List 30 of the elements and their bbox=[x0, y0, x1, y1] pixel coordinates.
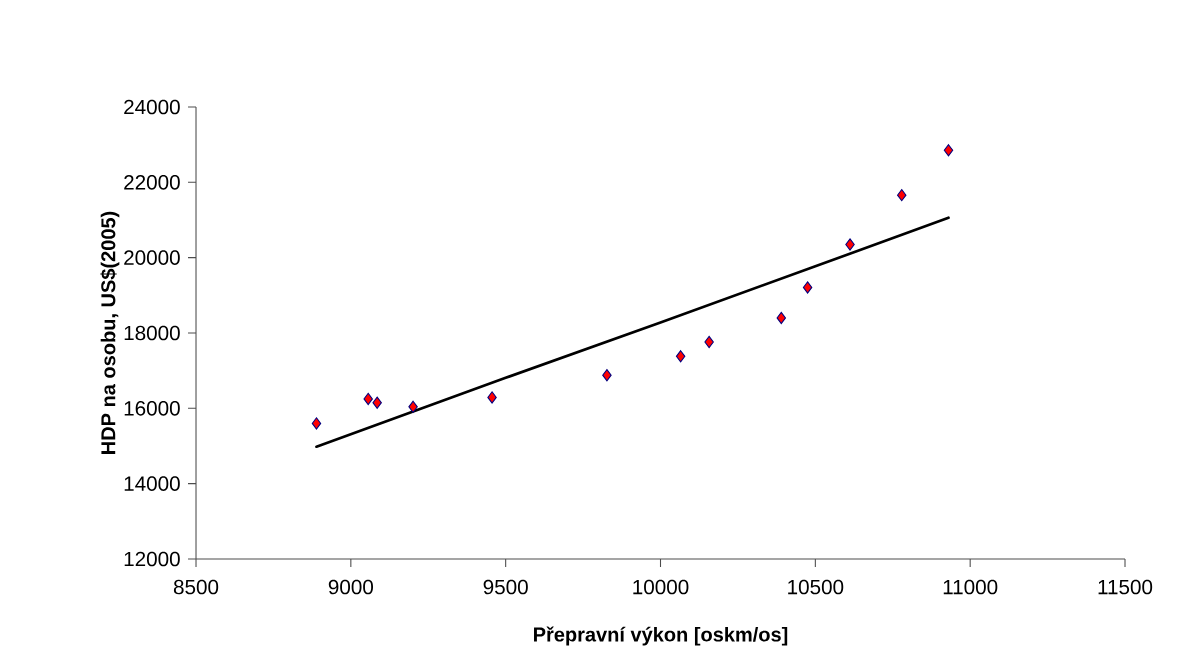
point bbox=[943, 144, 954, 157]
point bbox=[897, 188, 907, 202]
point bbox=[311, 417, 322, 430]
y-tick-label: 14000 bbox=[124, 476, 180, 491]
point bbox=[675, 350, 686, 363]
x-tick-label: 9500 bbox=[483, 579, 528, 595]
x-tick-label: 9000 bbox=[328, 579, 374, 595]
point bbox=[363, 392, 373, 406]
point bbox=[372, 396, 382, 409]
y-tick-label: 12000 bbox=[124, 551, 180, 567]
point bbox=[408, 400, 418, 413]
y-axis-title: HDP na osobu, US$(2005) bbox=[100, 211, 120, 454]
x-tick-label: 10000 bbox=[633, 579, 689, 595]
point bbox=[704, 335, 714, 349]
point bbox=[845, 238, 855, 251]
point bbox=[802, 281, 813, 294]
x-tick-label: 11000 bbox=[943, 579, 998, 595]
x-tick-label: 11500 bbox=[1098, 579, 1153, 595]
point bbox=[776, 311, 787, 325]
x-tick-label: 10500 bbox=[788, 579, 844, 595]
y-tick-label: 24000 bbox=[124, 99, 180, 115]
x-tick-label: 8500 bbox=[173, 579, 219, 595]
line-series bbox=[315, 216, 950, 449]
y-tick-label: 20000 bbox=[124, 250, 180, 265]
point bbox=[602, 369, 612, 382]
y-tick-label: 18000 bbox=[124, 325, 180, 341]
y-tick-label: 22000 bbox=[124, 175, 180, 190]
x-axis-title: Přepravní výkon [oskm/os] bbox=[534, 626, 788, 646]
point bbox=[487, 391, 497, 404]
y-tick-label: 16000 bbox=[124, 401, 180, 416]
